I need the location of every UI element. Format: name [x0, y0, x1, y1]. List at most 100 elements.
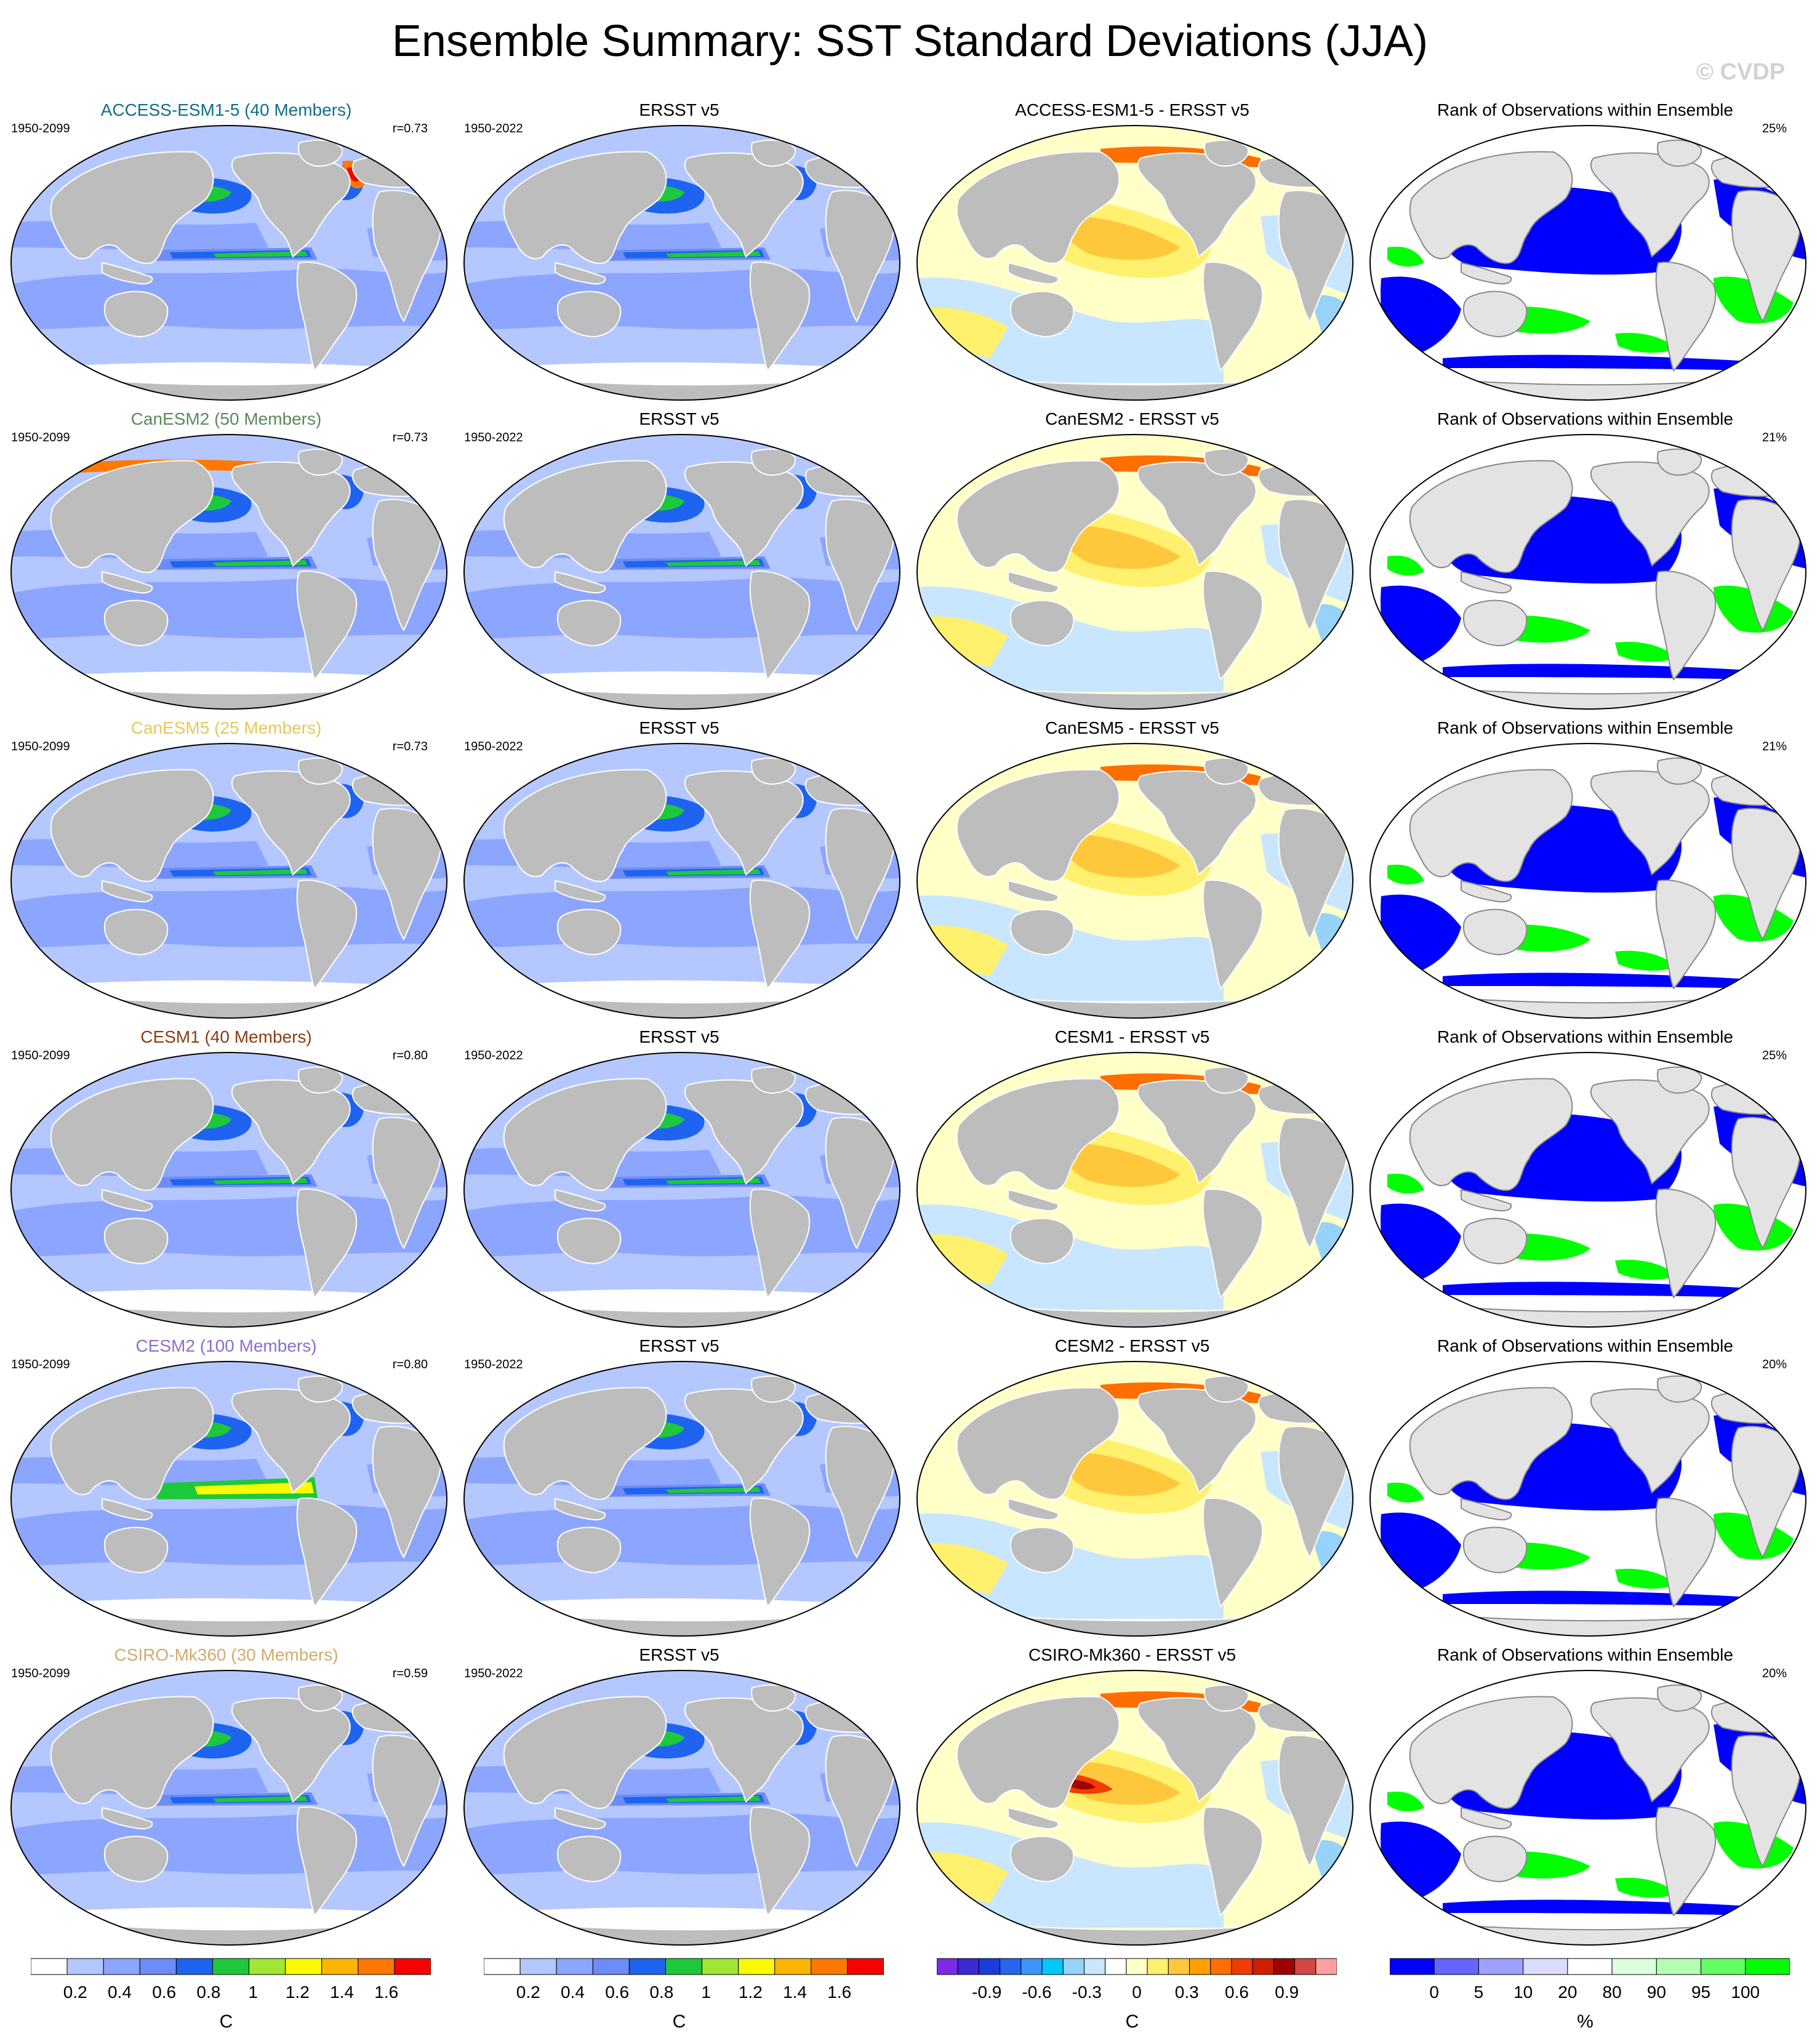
- map-border: [916, 1670, 1353, 1946]
- land-asia: [956, 460, 1120, 573]
- land-indo: [1461, 262, 1512, 285]
- rank-panel: Rank of Observations within Ensemble 21%: [1359, 406, 1811, 714]
- land-indo: [555, 880, 606, 903]
- land-australia: [103, 1217, 169, 1265]
- map-sd: [463, 1052, 900, 1328]
- panel-title: Rank of Observations within Ensemble: [1437, 718, 1733, 737]
- land-asia: [956, 1387, 1120, 1500]
- rank-field-patch: [1615, 1877, 1677, 1898]
- land-australia: [1462, 291, 1528, 338]
- land-greenland: [298, 448, 343, 476]
- difference-field-patch: [1063, 1761, 1181, 1805]
- map-border: [916, 434, 1353, 710]
- map-border: [1369, 1052, 1806, 1328]
- panel-row: CSIRO-Mk360 (30 Members) 1950-2099 r=0.59 E…: [0, 1642, 1820, 1950]
- land-na: [1137, 1697, 1257, 1803]
- land-sa: [296, 1498, 358, 1608]
- rank-percentage: 21%: [1762, 740, 1787, 753]
- pattern-correlation: r=0.59: [392, 1667, 428, 1680]
- colorbar-tick-label: 0.8: [196, 1983, 220, 2002]
- sd-field-patch: [666, 1178, 761, 1184]
- land-na: [1590, 1079, 1710, 1185]
- land-greenland: [1204, 757, 1249, 785]
- map-rank: [1369, 743, 1806, 1019]
- pattern-correlation: r=0.73: [392, 122, 428, 135]
- land-indo: [555, 262, 606, 285]
- land-indo: [555, 1189, 606, 1212]
- observations-panel: ERSST v5 1950-2022: [453, 1024, 905, 1332]
- panel-row: CESM2 (100 Members) 1950-2099 r=0.80 ERSST …: [0, 1333, 1820, 1641]
- panel-title: CanESM5 (25 Members): [130, 718, 322, 737]
- sd-field-patch: [11, 1195, 447, 1256]
- map-border: [1369, 125, 1806, 401]
- difference-panel: CSIRO-Mk360 - ERSST v5: [906, 1642, 1358, 1950]
- period-label: 1950-2022: [464, 740, 523, 753]
- panel-title: ERSST v5: [639, 1027, 720, 1046]
- sd-field-patch: [213, 869, 308, 875]
- land-na: [1590, 461, 1710, 567]
- land-sa: [1655, 1806, 1717, 1917]
- map-border: [1369, 1361, 1806, 1637]
- land-australia: [556, 908, 622, 956]
- map-sd: [10, 125, 447, 401]
- period-label: 1950-2022: [464, 1049, 523, 1062]
- panel-title: CanESM5 - ERSST v5: [1045, 718, 1219, 737]
- land-indo: [1008, 262, 1059, 285]
- land-asia: [503, 1696, 667, 1809]
- rank-panel: Rank of Observations within Ensemble 25%: [1359, 1024, 1811, 1332]
- map-diff: [916, 1361, 1353, 1637]
- land-greenland: [1204, 139, 1249, 167]
- land-australia: [1462, 908, 1528, 956]
- land-sa: [749, 880, 811, 990]
- land-greenland: [1204, 448, 1249, 476]
- panel-row: CanESM5 (25 Members) 1950-2099 r=0.73 ERSST…: [0, 715, 1820, 1023]
- land-australia: [103, 1835, 169, 1883]
- land-australia: [556, 599, 622, 647]
- panel-title: CanESM2 (50 Members): [130, 409, 322, 428]
- land-australia: [1009, 1526, 1075, 1574]
- period-label: 1950-2022: [464, 431, 523, 444]
- period-label: 1950-2099: [11, 1358, 70, 1371]
- rank-field-patch: [1387, 555, 1424, 576]
- land-greenland: [1657, 757, 1702, 785]
- sd-field-patch: [666, 869, 761, 875]
- land-asia: [1409, 769, 1573, 882]
- land-sa: [296, 880, 358, 990]
- map-border: [10, 434, 447, 710]
- land-na: [1137, 461, 1257, 567]
- sd-field-patch: [11, 1504, 447, 1565]
- land-na: [1137, 152, 1257, 258]
- colorbar-swatch: [957, 1958, 979, 1975]
- land-asia: [50, 1387, 214, 1500]
- colorbar-swatch: [484, 1958, 521, 1975]
- pattern-correlation: r=0.73: [392, 740, 428, 753]
- difference-field-patch: [917, 1513, 1224, 1619]
- land-indo: [102, 1189, 153, 1212]
- land-asia: [50, 1078, 214, 1191]
- map-sd: [10, 1052, 447, 1328]
- map-sd: [463, 1361, 900, 1637]
- panel-title: ERSST v5: [639, 409, 720, 428]
- colorbar-swatch: [1210, 1958, 1232, 1975]
- period-label: 1950-2099: [11, 431, 70, 444]
- colorbar-swatch: [738, 1958, 776, 1975]
- land-indo: [555, 571, 606, 594]
- land-australia: [1462, 1526, 1528, 1574]
- land-sa: [749, 1806, 811, 1917]
- land-australia: [556, 1835, 622, 1883]
- rank-field-patch: [1714, 276, 1794, 324]
- colorbar-swatch: [1126, 1958, 1148, 1975]
- land-sa: [1655, 1189, 1717, 1299]
- rank-field-patch: [1714, 585, 1794, 633]
- panel-row: ACCESS-ESM1-5 (40 Members) 1950-2099 r=0.7…: [0, 97, 1820, 405]
- colorbar-swatch: [1189, 1958, 1211, 1975]
- land-indo: [1461, 880, 1512, 903]
- land-sa: [296, 1189, 358, 1299]
- colorbar-tick-label: 0.3: [1175, 1983, 1199, 2002]
- rank-field-patch: [1615, 332, 1677, 353]
- land-asia: [503, 151, 667, 264]
- land-asia: [1409, 1387, 1573, 1500]
- land-asia: [1409, 151, 1573, 264]
- sd-field-patch: [666, 1796, 761, 1802]
- land-asia: [50, 769, 214, 882]
